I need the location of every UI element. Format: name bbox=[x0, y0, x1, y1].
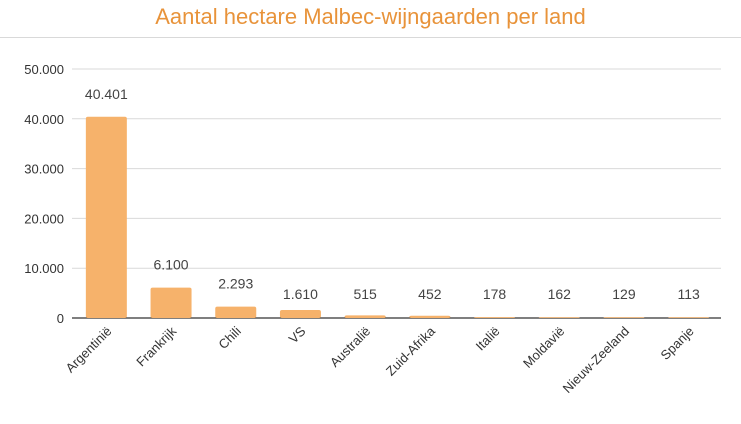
bar bbox=[279, 309, 321, 318]
x-tick-label: Spanje bbox=[658, 324, 697, 363]
bar bbox=[668, 317, 710, 318]
y-tick-label: 50.000 bbox=[24, 62, 64, 77]
y-tick-label: 20.000 bbox=[24, 211, 64, 226]
bar bbox=[538, 317, 580, 318]
bar bbox=[474, 317, 516, 318]
y-tick-label: 0 bbox=[57, 311, 64, 326]
x-tick-label: Australië bbox=[327, 324, 373, 370]
title-divider bbox=[0, 37, 741, 38]
y-axis-ticks: 0 10.000 20.000 30.000 40.000 50.000 bbox=[24, 62, 64, 326]
x-tick-label: Moldavië bbox=[520, 324, 567, 371]
x-tick-label: Nieuw-Zeeland bbox=[560, 324, 632, 396]
data-label: 1.610 bbox=[283, 286, 318, 302]
bar bbox=[215, 306, 257, 318]
bar bbox=[85, 116, 127, 319]
y-tick-label: 10.000 bbox=[24, 261, 64, 276]
bar bbox=[150, 287, 192, 318]
x-tick-label: Argentinië bbox=[62, 324, 114, 376]
bar bbox=[409, 315, 451, 318]
y-tick-label: 40.000 bbox=[24, 112, 64, 127]
bars bbox=[85, 116, 710, 319]
x-tick-label: Frankrijk bbox=[133, 323, 179, 369]
data-label: 2.293 bbox=[218, 276, 253, 292]
x-tick-label: Zuid-Afrika bbox=[383, 323, 439, 379]
gridlines bbox=[72, 68, 721, 319]
data-labels: 40.401 6.100 2.293 1.610 515 452 178 162 129 113 bbox=[85, 86, 700, 302]
data-label: 178 bbox=[483, 286, 507, 302]
x-tick-label: Italië bbox=[473, 324, 503, 354]
bar bbox=[344, 315, 386, 318]
data-label: 113 bbox=[677, 286, 700, 302]
data-label: 162 bbox=[548, 286, 572, 302]
bar bbox=[603, 317, 645, 318]
data-label: 452 bbox=[418, 286, 442, 302]
x-axis-ticks: Argentinië Frankrijk Chili VS Australië Zuid-… bbox=[62, 323, 696, 396]
x-tick-label: VS bbox=[286, 323, 309, 346]
x-tick-label: Chili bbox=[215, 323, 244, 352]
data-label: 129 bbox=[612, 286, 636, 302]
data-label: 6.100 bbox=[154, 257, 189, 273]
data-label: 40.401 bbox=[85, 86, 128, 102]
chart-title: Aantal hectare Malbec-wijngaarden per la… bbox=[155, 4, 586, 29]
y-tick-label: 30.000 bbox=[24, 162, 64, 177]
data-label: 515 bbox=[353, 286, 377, 302]
